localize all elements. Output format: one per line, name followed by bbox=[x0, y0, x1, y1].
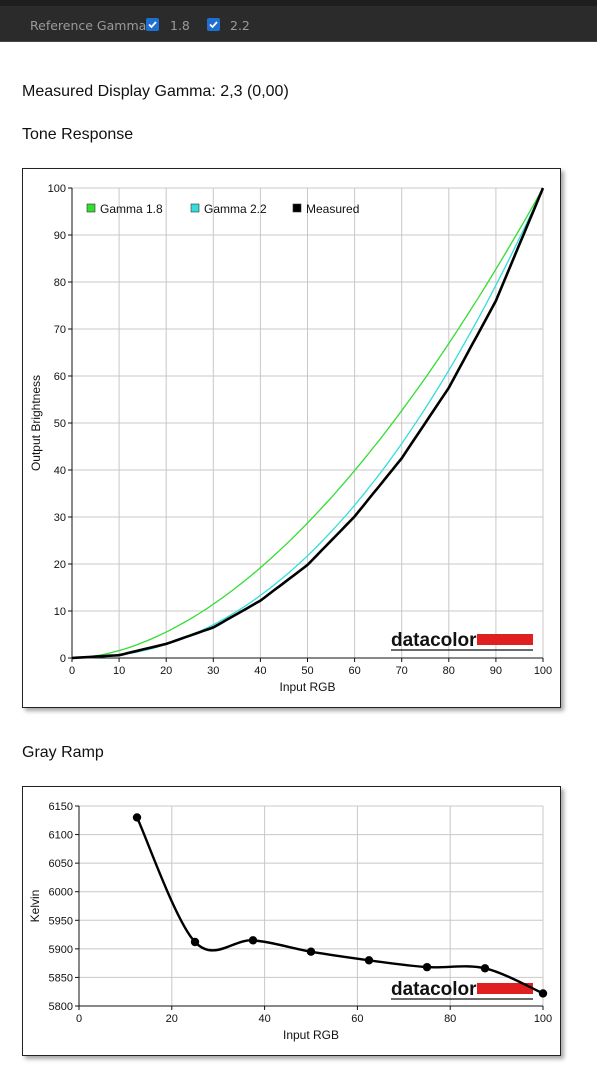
gamma-1-8-label: 1.8 bbox=[170, 18, 190, 33]
y-tick-label: 0 bbox=[60, 653, 66, 665]
y-tick-label: 10 bbox=[54, 606, 66, 618]
legend-label: Measured bbox=[306, 202, 359, 216]
x-tick-label: 0 bbox=[69, 665, 75, 677]
y-tick-label: 100 bbox=[48, 183, 66, 195]
gamma-2-2-checkbox[interactable] bbox=[207, 18, 220, 31]
datacolor-logo-bar bbox=[477, 634, 533, 645]
x-tick-label: 20 bbox=[160, 665, 172, 677]
datacolor-logo: datacolor bbox=[391, 979, 533, 1000]
y-tick-label: 80 bbox=[54, 277, 66, 289]
y-tick-label: 60 bbox=[54, 371, 66, 383]
gamma-2-2-label: 2.2 bbox=[230, 18, 250, 33]
kelvin-data-point bbox=[364, 956, 374, 965]
x-axis-label: Input RGB bbox=[283, 1028, 339, 1042]
x-tick-label: 40 bbox=[254, 665, 266, 677]
x-tick-label: 60 bbox=[351, 1013, 363, 1025]
y-tick-label: 30 bbox=[54, 512, 66, 524]
x-axis-label: Input RGB bbox=[279, 680, 335, 694]
kelvin-data-point bbox=[306, 947, 316, 956]
y-axis-label: Kelvin bbox=[28, 890, 42, 923]
x-tick-label: 40 bbox=[258, 1013, 270, 1025]
x-tick-label: 20 bbox=[166, 1013, 178, 1025]
datacolor-logo-bar bbox=[477, 983, 533, 994]
x-tick-label: 100 bbox=[534, 1013, 552, 1025]
y-tick-label: 5900 bbox=[49, 944, 73, 956]
y-tick-label: 5850 bbox=[49, 972, 73, 984]
series-line-measured bbox=[71, 187, 545, 660]
kelvin-data-point bbox=[190, 937, 200, 947]
x-tick-label: 70 bbox=[396, 665, 408, 677]
tone-response-panel: 0 10 20 30 40 50 60 70 80 90 100 0 10 20 30 40 50 60 70 80 9… bbox=[22, 168, 561, 708]
y-tick-label: 5800 bbox=[49, 1001, 73, 1013]
x-tick-label: 60 bbox=[348, 665, 360, 677]
kelvin-data-point bbox=[422, 962, 432, 972]
reference-gamma-toolbar: Reference Gamma: 1.8 2.2 bbox=[0, 0, 597, 42]
measured-gamma-text: Measured Display Gamma: 2,3 (0,00) bbox=[22, 83, 289, 100]
x-tick-label: 80 bbox=[444, 1013, 456, 1025]
y-tick-label: 6050 bbox=[49, 858, 73, 870]
checkmark-icon bbox=[148, 21, 157, 29]
datacolor-logo-text: datacolor bbox=[391, 979, 477, 1000]
y-tick-label: 20 bbox=[54, 559, 66, 571]
x-tick-label: 50 bbox=[301, 665, 313, 677]
kelvin-data-point bbox=[248, 936, 258, 945]
legend-swatch bbox=[292, 203, 302, 213]
datacolor-logo: datacolor bbox=[391, 630, 533, 651]
kelvin-data-point bbox=[538, 989, 548, 998]
gray-ramp-title: Gray Ramp bbox=[22, 744, 104, 761]
legend-label: Gamma 1.8 bbox=[100, 202, 163, 216]
y-tick-label: 6100 bbox=[49, 830, 73, 842]
y-tick-label: 5950 bbox=[49, 915, 73, 927]
y-tick-label: 50 bbox=[54, 418, 66, 430]
y-tick-label: 70 bbox=[54, 324, 66, 336]
reference-gamma-label: Reference Gamma: bbox=[30, 18, 151, 33]
kelvin-data-point bbox=[132, 813, 142, 822]
x-tick-label: 90 bbox=[490, 665, 502, 677]
y-axis-label: Output Brightness bbox=[29, 375, 43, 471]
checkmark-icon bbox=[209, 21, 218, 29]
y-tick-label: 40 bbox=[54, 465, 66, 477]
gamma-1-8-checkbox[interactable] bbox=[146, 18, 159, 31]
tone-response-title: Tone Response bbox=[22, 126, 134, 143]
datacolor-logo-text: datacolor bbox=[391, 630, 477, 651]
x-tick-label: 10 bbox=[113, 665, 125, 677]
legend-swatch bbox=[190, 203, 200, 213]
gray-ramp-chart: 0 20 40 60 80 100 5800 5850 5900 5950 6000 6050 6100… bbox=[28, 801, 552, 1042]
x-tick-label: 30 bbox=[207, 665, 219, 677]
x-tick-label: 0 bbox=[76, 1013, 82, 1025]
x-tick-label: 80 bbox=[443, 665, 455, 677]
legend-swatch bbox=[86, 203, 96, 213]
gray-ramp-panel: 0 20 40 60 80 100 5800 5850 5900 5950 6000 6050 6100… bbox=[22, 786, 561, 1056]
y-tick-label: 6150 bbox=[49, 801, 73, 813]
kelvin-data-point bbox=[480, 964, 490, 973]
legend-label: Gamma 2.2 bbox=[204, 202, 267, 216]
y-tick-label: 90 bbox=[54, 230, 66, 242]
series-line-gamma-1-8 bbox=[71, 187, 544, 659]
x-tick-label: 100 bbox=[534, 665, 552, 677]
tone-response-chart: 0 10 20 30 40 50 60 70 80 90 100 0 10 20 30 40 50 60 70 80 9… bbox=[29, 183, 552, 694]
y-tick-label: 6000 bbox=[49, 887, 73, 899]
